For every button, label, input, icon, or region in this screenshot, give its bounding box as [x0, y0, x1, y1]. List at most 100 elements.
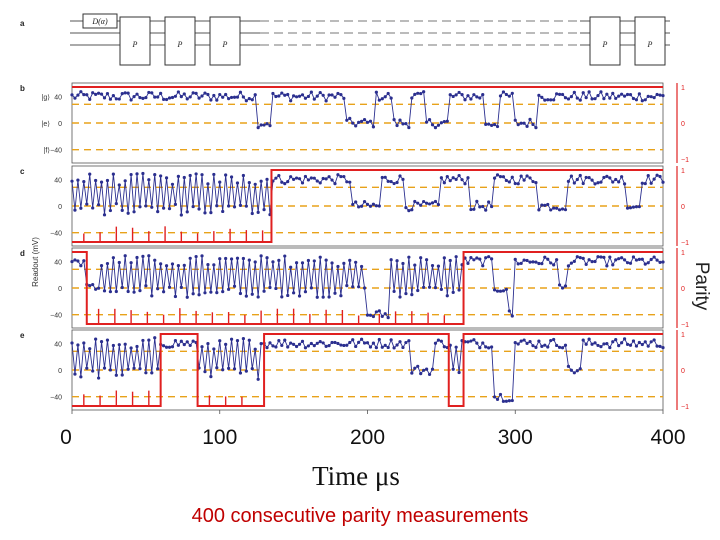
readout-point	[191, 91, 195, 95]
readout-point	[410, 371, 414, 375]
readout-point	[422, 199, 426, 204]
readout-point	[306, 178, 310, 182]
parity-trace-c	[72, 169, 663, 243]
readout-point	[265, 122, 269, 126]
readout-point	[294, 95, 299, 99]
readout-point	[404, 340, 408, 345]
readout-point	[229, 175, 234, 179]
readout-point	[108, 290, 113, 294]
readout-point	[495, 173, 500, 177]
readout-point	[457, 90, 461, 95]
readout-point	[188, 95, 192, 99]
readout-point	[105, 91, 110, 96]
readout-point	[277, 338, 281, 343]
readout-point	[628, 261, 633, 265]
readout-point	[498, 94, 503, 98]
readout-point	[123, 91, 127, 95]
readout-point	[386, 179, 390, 183]
readout-point	[507, 309, 511, 313]
readout-point	[596, 181, 600, 185]
readout-point	[91, 206, 95, 210]
readout-point	[132, 290, 136, 294]
readout-point	[277, 173, 281, 178]
readout-point	[351, 338, 355, 342]
readout-point	[102, 96, 107, 100]
readout-point	[528, 176, 532, 180]
readout-point	[401, 345, 405, 350]
readout-point	[578, 98, 582, 102]
readout-point	[345, 118, 349, 122]
panel-e: e 40 0 −40 1 0 −1	[20, 329, 689, 411]
readout-point	[309, 286, 313, 290]
readout-point	[197, 96, 201, 100]
readout-point	[309, 90, 313, 94]
readout-point	[82, 259, 86, 263]
readout-point	[286, 293, 290, 298]
readout-point	[94, 92, 98, 96]
readout-point	[244, 204, 248, 208]
readout-point	[531, 260, 535, 264]
readout-point	[419, 256, 423, 260]
readout-point	[105, 338, 110, 342]
readout-point	[132, 366, 136, 370]
readout-point	[265, 177, 269, 181]
readout-point	[492, 395, 497, 399]
readout-point	[410, 208, 414, 212]
readout-point	[345, 343, 349, 347]
readout-point	[614, 338, 618, 342]
parity-tick-d-0: 1	[681, 250, 685, 257]
readout-point	[303, 290, 308, 294]
readout-point	[528, 117, 532, 121]
readout-point	[620, 341, 624, 345]
readout-point	[309, 176, 313, 180]
readout-point	[185, 210, 189, 214]
readout-point	[584, 96, 588, 100]
readout-point	[655, 344, 659, 348]
readout-point	[634, 205, 639, 209]
readout-point	[454, 177, 458, 181]
readout-point	[247, 338, 251, 342]
readout-point	[608, 176, 612, 180]
readout-point	[454, 255, 458, 259]
parity-tick-b-2: −1	[681, 157, 689, 164]
readout-point	[439, 121, 443, 125]
readout-point	[495, 124, 500, 129]
readout-point	[229, 337, 234, 341]
readout-point	[557, 283, 562, 287]
readout-point	[501, 90, 506, 94]
readout-point	[232, 367, 237, 371]
readout-point	[247, 181, 251, 185]
readout-point	[182, 263, 186, 267]
readout-point	[108, 97, 113, 101]
readout-point	[590, 178, 594, 182]
readout-point	[646, 261, 650, 265]
readout-point	[451, 94, 455, 99]
readout-point	[76, 259, 80, 263]
readout-point	[182, 92, 186, 96]
readout-point	[555, 92, 559, 96]
readout-point	[487, 122, 491, 126]
readout-point	[427, 118, 432, 122]
readout-point	[274, 345, 278, 349]
readout-point	[422, 285, 426, 289]
readout-point	[336, 341, 340, 346]
x-tick-label-4: 400	[650, 426, 685, 449]
readout-point	[200, 254, 204, 258]
readout-point	[354, 260, 358, 264]
readout-point	[552, 263, 556, 267]
readout-point	[478, 96, 482, 100]
readout-point	[250, 292, 254, 296]
readout-point	[587, 258, 591, 262]
readout-point	[312, 176, 316, 180]
readout-point	[96, 376, 101, 380]
readout-point	[622, 337, 627, 341]
readout-point	[182, 342, 186, 347]
readout-point	[206, 92, 210, 97]
readout-point	[362, 341, 367, 345]
readout-point	[572, 371, 576, 375]
readout-point	[436, 264, 441, 268]
readout-point	[250, 211, 254, 216]
readout-point	[150, 371, 154, 375]
readout-point	[238, 203, 243, 207]
x-axis-label: Time μs	[312, 461, 400, 491]
